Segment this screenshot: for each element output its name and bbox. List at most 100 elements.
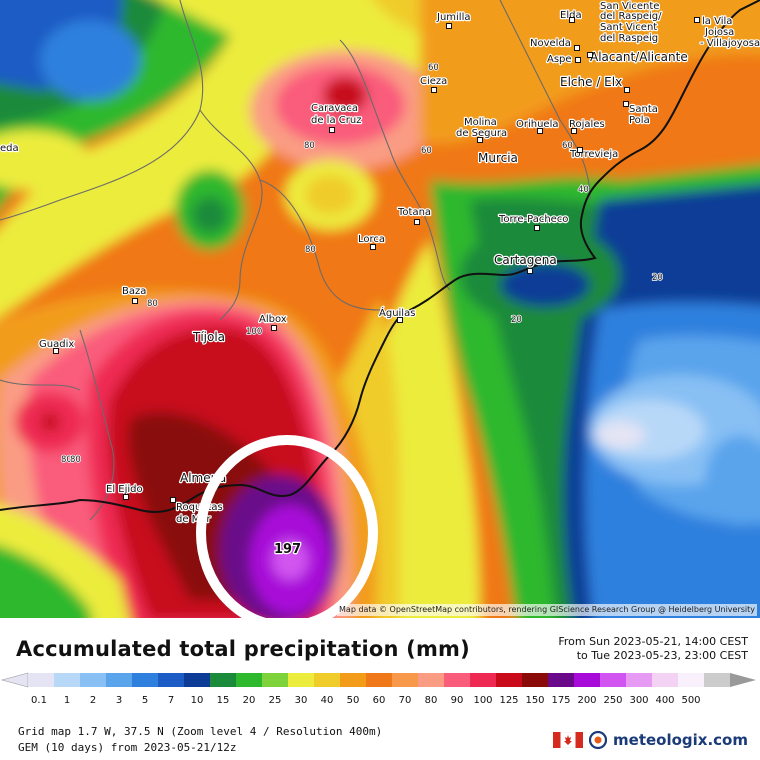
city-marker <box>397 317 403 323</box>
contour-label: 80 <box>147 299 158 309</box>
city-marker <box>569 17 575 23</box>
chart-title: Accumulated total precipitation (mm) <box>16 637 470 661</box>
legend-tick-label: 125 <box>499 695 518 706</box>
legend-tick-label: 7 <box>168 695 174 706</box>
city-label: Murcia <box>478 151 518 165</box>
brand[interactable]: meteologix.com <box>553 731 748 749</box>
canada-flag-icon <box>553 732 584 748</box>
city-label: Pola <box>629 115 650 126</box>
legend-tick-label: 2 <box>90 695 96 706</box>
coastline <box>0 0 760 513</box>
city-label: - Villajoyosa <box>700 38 760 49</box>
contour-label: 100 <box>246 327 262 337</box>
legend-swatch <box>28 673 55 687</box>
legend-tick-label: 150 <box>525 695 544 706</box>
city-label: Molina <box>464 117 497 128</box>
contour-label: 80 <box>304 141 315 151</box>
city-label: Jumilla <box>436 12 471 23</box>
city-label: Elda <box>560 10 582 21</box>
legend-tick-label: 175 <box>551 695 570 706</box>
legend-tick-label: 20 <box>243 695 256 706</box>
city-marker <box>446 23 452 29</box>
city-label: Tíjola <box>192 330 225 344</box>
city-label: la Vila <box>702 16 732 27</box>
city-label: San Vicente <box>600 1 659 12</box>
city-marker <box>575 57 581 63</box>
city-marker <box>624 87 630 93</box>
legend-swatch <box>678 673 705 687</box>
city-marker <box>527 268 533 274</box>
legend-swatch <box>236 673 263 687</box>
city-marker <box>329 127 335 133</box>
legend-tick-label: 300 <box>629 695 648 706</box>
legend-arrow-right <box>730 673 756 687</box>
city-marker <box>271 325 277 331</box>
contour-label: 20 <box>511 315 522 325</box>
legend-tick-label: 25 <box>269 695 282 706</box>
legend-tick-label: 50 <box>347 695 360 706</box>
contour-label: 40 <box>578 185 589 195</box>
legend-swatch <box>600 673 627 687</box>
legend-tick-label: 400 <box>655 695 674 706</box>
city-label: Caravaca <box>311 103 358 114</box>
city-label: Joiosa <box>704 27 734 38</box>
city-label: de Segura <box>456 128 507 139</box>
map-attribution: Map data © OpenStreetMap contributors, r… <box>337 604 757 616</box>
legend-tick-label: 10 <box>191 695 204 706</box>
highlight-circle <box>196 435 378 618</box>
grid-info: Grid map 1.7 W, 37.5 N (Zoom level 4 / R… <box>18 725 383 738</box>
brand-name: meteologix.com <box>613 731 748 749</box>
precipitation-map[interactable]: Jumilla Elda San Vicente del Raspeig/Sant V… <box>0 0 760 618</box>
city-label: del Raspeig <box>600 33 658 44</box>
city-marker <box>623 101 629 107</box>
legend-tick-label: 70 <box>399 695 412 706</box>
city-label: Orihuela <box>516 119 559 130</box>
legend-tick-label: 200 <box>577 695 596 706</box>
legend-tick-label: 15 <box>217 695 230 706</box>
legend-swatch <box>210 673 237 687</box>
legend-swatch <box>574 673 601 687</box>
legend-tick-label: 250 <box>603 695 622 706</box>
contour-labels: 60 80 60 80 60 40 80 20 80 20 100 80 <box>60 62 663 466</box>
city-label: de la Cruz <box>311 115 361 126</box>
city-label: Guadix <box>39 339 74 350</box>
city-label: El Ejido <box>106 484 143 495</box>
legend-swatch <box>314 673 341 687</box>
city-marker <box>170 497 176 503</box>
legend-tick-label: 0.1 <box>31 695 47 706</box>
contour-label: 80 <box>61 455 72 465</box>
legend-swatch <box>184 673 211 687</box>
period-to: to Tue 2023-05-23, 23:00 CEST <box>576 649 748 662</box>
city-label: Novelda <box>530 38 571 49</box>
city-label: Torrevieja <box>569 149 618 160</box>
legend-swatch <box>366 673 393 687</box>
city-marker <box>132 298 138 304</box>
legend-swatch <box>132 673 159 687</box>
forecast-period: From Sun 2023-05-21, 14:00 CEST to Tue 2… <box>558 635 748 663</box>
legend-swatch <box>340 673 367 687</box>
period-from: From Sun 2023-05-21, 14:00 CEST <box>558 635 748 648</box>
city-label: Cartagena <box>494 253 557 267</box>
legend-tick-label: 30 <box>295 695 308 706</box>
legend-tick-label: 100 <box>473 695 492 706</box>
contour-label: 60 <box>562 141 573 151</box>
city-marker <box>694 17 700 23</box>
legend-tick-label: 60 <box>373 695 386 706</box>
legend-swatch <box>548 673 575 687</box>
city-label: Sant Vicent <box>600 22 657 33</box>
legend-tick-label: 90 <box>451 695 464 706</box>
legend-swatch <box>444 673 471 687</box>
city-marker <box>587 52 593 58</box>
legend-swatch <box>522 673 549 687</box>
city-label: Aspe <box>547 54 572 65</box>
legend-tick-label: 3 <box>116 695 122 706</box>
precipitation-legend: 0.1 1 2 3 5 7 10 15 20 25 30 40 50 60 70 80 90 100 125 150 1… <box>0 672 756 706</box>
city-label: Rojales <box>569 119 605 130</box>
city-label: Albox <box>259 314 287 325</box>
city-marker <box>431 87 437 93</box>
city-marker <box>477 137 483 143</box>
contour-label: 80 <box>70 455 81 465</box>
city-marker <box>571 128 577 134</box>
city-label: del Raspeig/ <box>600 11 662 22</box>
